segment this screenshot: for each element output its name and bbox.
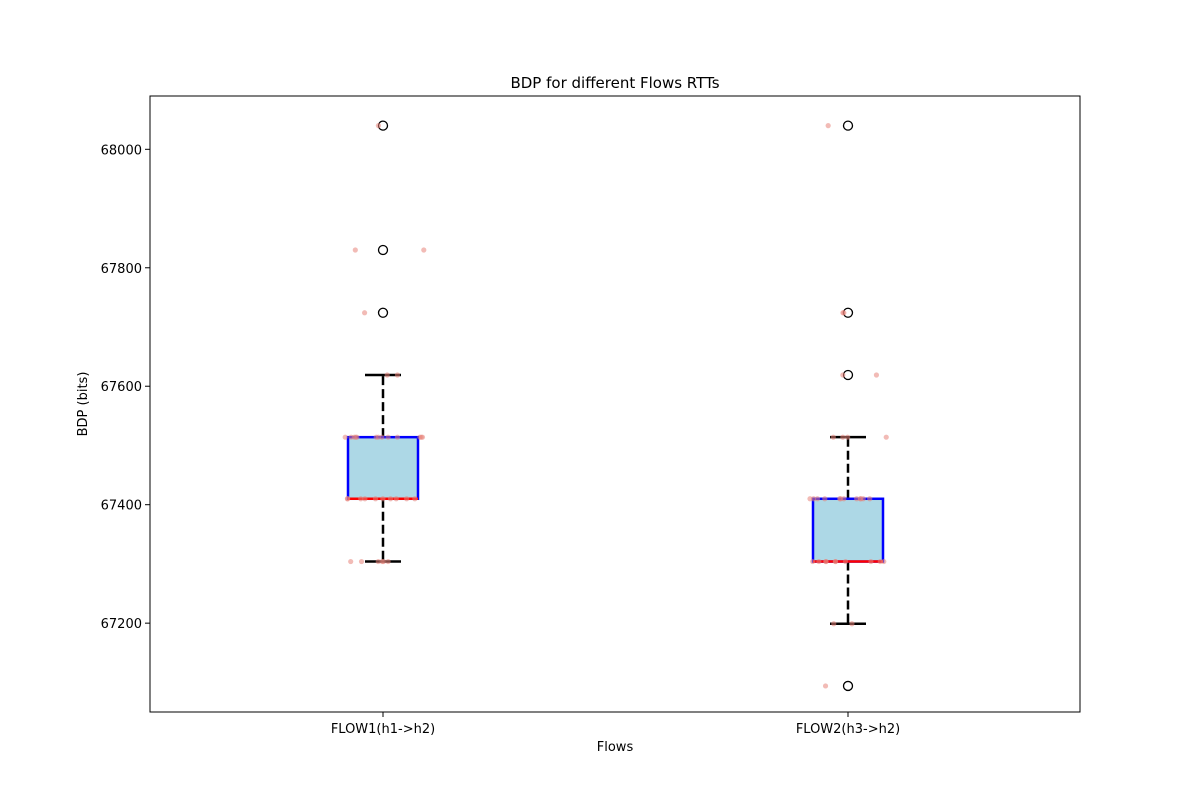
- jitter-point: [842, 558, 849, 565]
- y-tick-label: 67600: [101, 380, 142, 395]
- jitter-point: [832, 558, 839, 565]
- x-axis: FLOW1(h1->h2) FLOW2(h3->h2): [331, 712, 900, 737]
- jitter-point: [877, 558, 883, 565]
- y-axis: 67200 67400 67600 67800 68000: [101, 143, 150, 632]
- jitter-point: [854, 496, 860, 502]
- chart-title: BDP for different Flows RTTs: [510, 74, 719, 92]
- y-axis-label: BDP (bits): [76, 372, 91, 437]
- jitter-point: [394, 372, 401, 378]
- x-axis-label: Flows: [597, 740, 634, 755]
- jitter-point: [379, 434, 385, 440]
- jitter-point: [810, 558, 816, 565]
- jitter-point: [354, 434, 360, 440]
- jitter-point: [375, 558, 381, 565]
- jitter-point: [831, 621, 837, 627]
- jitter-point: [867, 496, 873, 502]
- jitter-point: [385, 558, 391, 565]
- jitter-point: [816, 558, 822, 565]
- jitter-point: [421, 247, 427, 253]
- jitter-point: [380, 558, 387, 565]
- jitter-point: [849, 621, 855, 627]
- jitter-point: [348, 434, 354, 440]
- jitter-point: [830, 434, 836, 440]
- jitter-point: [825, 123, 831, 129]
- jitter-point: [375, 123, 382, 129]
- jitter-point: [810, 496, 817, 502]
- jitter-point: [883, 434, 889, 440]
- jitter-point: [358, 496, 364, 502]
- jitter-point: [840, 372, 846, 378]
- jitter-point: [873, 372, 880, 378]
- jitter-point: [418, 434, 424, 440]
- jitter-point: [344, 496, 351, 502]
- plot-area: [149, 95, 1081, 713]
- jitter-point: [373, 434, 379, 440]
- x-tick-label: FLOW2(h3->h2): [796, 722, 900, 737]
- jitter-point: [361, 310, 368, 316]
- outlier-point: [842, 680, 854, 692]
- y-tick-label: 68000: [101, 143, 142, 158]
- jitter-point: [352, 247, 358, 253]
- jitter-point: [385, 434, 391, 440]
- jitter-point: [840, 310, 846, 316]
- jitter-point: [838, 496, 844, 502]
- jitter-point: [840, 434, 846, 440]
- outlier-point: [377, 307, 389, 318]
- jitter-points: [342, 123, 889, 689]
- jitter-point: [807, 496, 813, 502]
- y-tick-label: 67800: [101, 262, 142, 277]
- jitter-point: [372, 496, 379, 502]
- jitter-point: [387, 496, 394, 502]
- x-tick-label: FLOW1(h1->h2): [331, 722, 435, 737]
- jitter-point: [393, 496, 399, 502]
- y-tick-label: 67200: [101, 617, 142, 632]
- jitter-point: [380, 496, 386, 502]
- jitter-point: [394, 434, 401, 440]
- jitter-point: [348, 558, 354, 565]
- jitter-point: [358, 558, 365, 565]
- jitter-point: [814, 496, 821, 502]
- jitter-point: [822, 683, 829, 689]
- outlier-point: [842, 120, 854, 131]
- jitter-point: [823, 558, 829, 565]
- jitter-point: [868, 558, 874, 565]
- jitter-point: [404, 496, 410, 502]
- jitter-point: [342, 434, 348, 440]
- y-tick-label: 67400: [101, 499, 142, 514]
- box: [346, 435, 420, 501]
- jitter-point: [822, 496, 828, 502]
- jitter-point: [857, 496, 863, 502]
- jitter-point: [362, 496, 368, 502]
- jitter-point: [845, 434, 851, 440]
- jitter-point: [412, 496, 418, 502]
- box: [811, 497, 885, 563]
- outlier-point: [377, 244, 389, 256]
- jitter-point: [384, 372, 390, 378]
